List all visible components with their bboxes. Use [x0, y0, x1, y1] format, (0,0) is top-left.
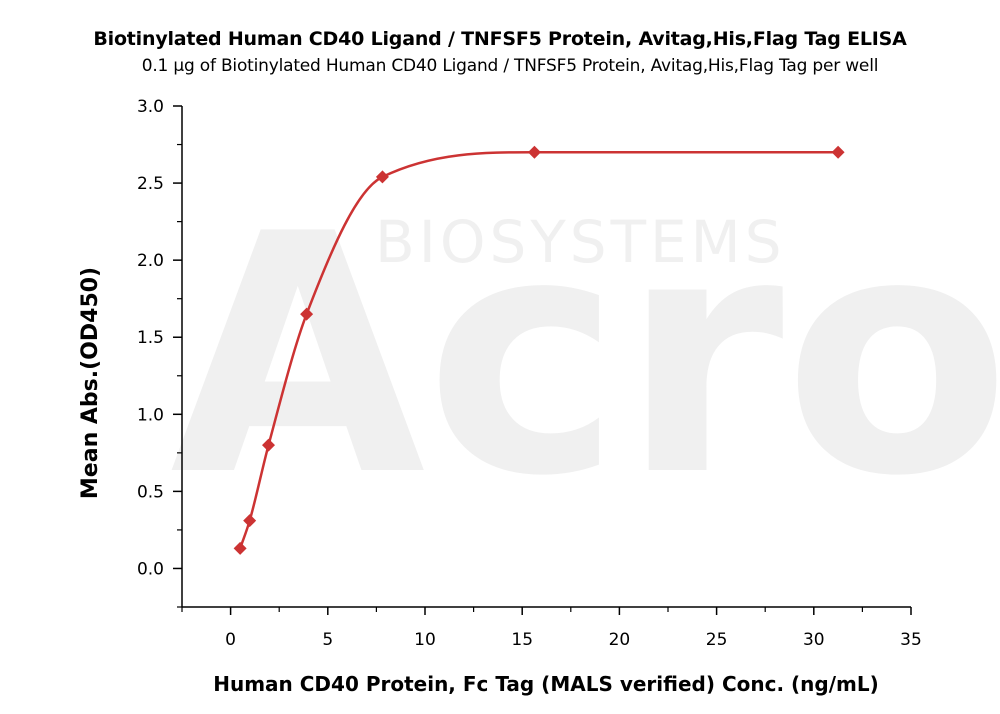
data-point [375, 170, 389, 184]
watermark-top-text: BIOSYSTEMS [375, 208, 786, 276]
ticks: 0 5 10 15 20 25 30 35 0.0 0.5 1.0 1.5 2.0 2.5 3.0 [137, 97, 922, 650]
x-tick-label: 15 [511, 630, 533, 650]
chart-subtitle: 0.1 μg of Biotinylated Human CD40 Ligand… [141, 56, 879, 76]
data-points-layer [233, 145, 845, 555]
fit-curve-layer [238, 150, 839, 549]
data-point [233, 541, 247, 555]
data-point [243, 514, 257, 528]
data-point [831, 145, 845, 159]
x-axis-title: Human CD40 Protein, Fc Tag (MALS verifie… [213, 672, 879, 696]
y-tick-label: 0.0 [137, 559, 164, 579]
y-tick-label: 2.0 [137, 251, 164, 271]
watermark-logo: BIOSYSTEMS Acro [170, 164, 1000, 548]
x-tick-label: 0 [225, 630, 236, 650]
x-tick-label: 25 [706, 630, 728, 650]
y-tick-label: 2.5 [137, 174, 164, 194]
y-tick-label: 1.5 [137, 328, 164, 348]
x-tick-label: 5 [322, 630, 333, 650]
x-tick-label: 30 [803, 630, 825, 650]
data-point [262, 438, 276, 452]
watermark-main-text: Acro [170, 164, 1000, 548]
y-tick-label: 3.0 [137, 97, 164, 117]
y-tick-label: 1.0 [137, 405, 164, 425]
axes [181, 106, 911, 608]
x-tick-label: 20 [609, 630, 631, 650]
y-axis-title: Mean Abs.(OD450) [78, 267, 103, 499]
data-point [527, 145, 541, 159]
y-tick-label: 0.5 [137, 482, 164, 502]
data-point [300, 307, 314, 321]
chart-title: Biotinylated Human CD40 Ligand / TNFSF5 … [93, 28, 907, 50]
x-tick-label: 35 [900, 630, 922, 650]
fit-curve [238, 150, 839, 549]
x-tick-label: 10 [414, 630, 436, 650]
